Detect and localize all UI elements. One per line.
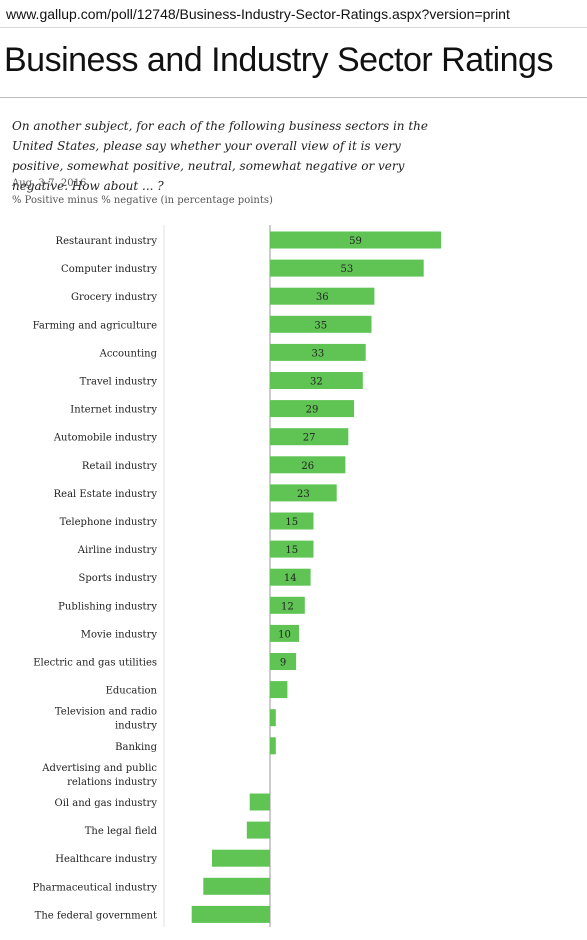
browser-url-bar[interactable]: www.gallup.com/poll/12748/Business-Indus… bbox=[0, 0, 587, 28]
category-label: Airline industry bbox=[77, 545, 158, 556]
bar bbox=[270, 372, 363, 389]
bar bbox=[270, 624, 299, 642]
bar bbox=[270, 653, 297, 670]
bar bbox=[270, 596, 305, 614]
value-label: 35 bbox=[314, 320, 327, 331]
page-title: Business and Industry Sector Ratings bbox=[4, 41, 553, 79]
value-label: 23 bbox=[297, 489, 310, 500]
category-label: Grocery industry bbox=[71, 292, 157, 303]
category-label: Oil and gas industry bbox=[55, 798, 158, 809]
survey-question: On another subject, for each of the foll… bbox=[12, 119, 428, 193]
category-label: Real Estate industry bbox=[54, 489, 158, 500]
value-label: 15 bbox=[285, 545, 298, 556]
category-label: Computer industry bbox=[61, 264, 157, 275]
category-label: Sports industry bbox=[79, 573, 158, 584]
bar bbox=[270, 400, 355, 418]
category-label: Movie industry bbox=[81, 629, 158, 640]
bar bbox=[249, 793, 270, 811]
category-label: Accounting bbox=[99, 348, 158, 359]
sector-ratings-chart: Restaurant industry 59 Computer industry 53… bbox=[32, 225, 442, 927]
category-label: Telephone industry bbox=[60, 517, 158, 528]
category-label: Travel industry bbox=[80, 377, 158, 388]
bar bbox=[270, 540, 314, 558]
survey-date: Aug. 3-7, 2016 bbox=[12, 178, 87, 189]
bar bbox=[270, 512, 314, 530]
value-label: 27 bbox=[303, 433, 316, 444]
category-label: Banking bbox=[115, 742, 157, 753]
value-label: 10 bbox=[278, 629, 291, 640]
bar bbox=[270, 428, 349, 446]
bar bbox=[270, 681, 288, 699]
bar bbox=[246, 821, 270, 839]
bar bbox=[270, 737, 276, 755]
value-label: 29 bbox=[306, 405, 319, 416]
chart-subtitle: % Positive minus % negative (in percenta… bbox=[12, 195, 273, 206]
category-label: Pharmaceutical industry bbox=[32, 882, 157, 893]
category-label: Television and radio industry bbox=[55, 707, 157, 732]
category-label: The federal government bbox=[35, 910, 157, 921]
bar bbox=[270, 709, 276, 727]
category-label: Internet industry bbox=[70, 405, 157, 416]
bar bbox=[270, 231, 442, 249]
category-label: Education bbox=[106, 686, 158, 697]
value-label: 26 bbox=[301, 461, 314, 472]
bar bbox=[270, 343, 366, 361]
category-label: Healthcare industry bbox=[55, 854, 157, 865]
value-label: 32 bbox=[310, 377, 323, 388]
category-label: Automobile industry bbox=[53, 433, 158, 444]
value-label: 33 bbox=[311, 348, 324, 359]
bar bbox=[270, 287, 375, 305]
category-label: Farming and agriculture bbox=[33, 320, 158, 331]
value-label: 53 bbox=[340, 264, 353, 275]
bar bbox=[270, 259, 424, 277]
bar bbox=[270, 456, 346, 474]
bar bbox=[191, 905, 270, 923]
value-label: 12 bbox=[281, 601, 294, 612]
title-divider bbox=[0, 97, 587, 98]
bar bbox=[203, 877, 270, 895]
value-label: 59 bbox=[349, 236, 362, 247]
category-label: Publishing industry bbox=[58, 601, 157, 612]
bar bbox=[212, 849, 270, 867]
category-label: Advertising and public relations industry bbox=[41, 763, 157, 788]
category-label: Electric and gas utilities bbox=[33, 658, 157, 669]
value-label: 9 bbox=[280, 658, 286, 669]
bar bbox=[270, 568, 311, 586]
category-label: The legal field bbox=[85, 826, 158, 837]
value-label: 15 bbox=[285, 517, 298, 528]
category-label: Restaurant industry bbox=[56, 236, 158, 247]
value-label: 36 bbox=[316, 292, 329, 303]
value-label: 14 bbox=[284, 573, 297, 584]
bar bbox=[270, 484, 337, 502]
category-label: Retail industry bbox=[82, 461, 157, 472]
bar bbox=[270, 315, 372, 333]
